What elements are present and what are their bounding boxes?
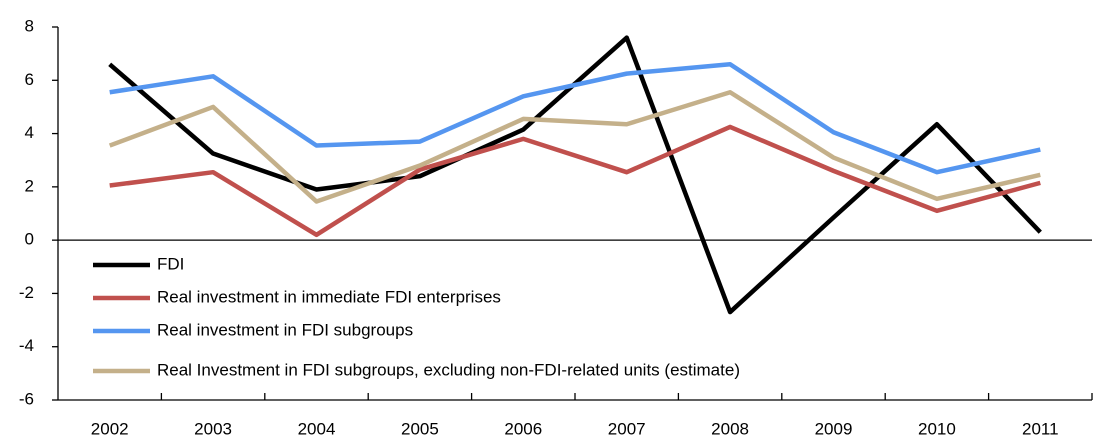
x-tick-label: 2008 bbox=[711, 419, 749, 438]
series-line bbox=[109, 124, 1041, 238]
series-line bbox=[108, 35, 1042, 315]
x-tick-label: 2005 bbox=[401, 419, 439, 438]
x-tick-label: 2007 bbox=[608, 419, 646, 438]
legend-label: Real investment in FDI subgroups bbox=[157, 320, 413, 339]
x-tick-label: 2003 bbox=[194, 419, 232, 438]
y-tick-label: -6 bbox=[19, 389, 34, 408]
series-line bbox=[109, 62, 1041, 175]
y-tick-label: 4 bbox=[25, 123, 34, 142]
y-tick-label: 2 bbox=[25, 176, 34, 195]
x-tick-label: 2006 bbox=[504, 419, 542, 438]
y-tick-label: 6 bbox=[25, 70, 34, 89]
x-tick-label: 2002 bbox=[91, 419, 129, 438]
x-tick-label: 2009 bbox=[815, 419, 853, 438]
y-tick-label: 0 bbox=[25, 230, 34, 249]
x-tick-label: 2010 bbox=[918, 419, 956, 438]
legend-label: Real Investment in FDI subgroups, exclud… bbox=[157, 360, 740, 379]
series-line bbox=[108, 90, 1041, 204]
x-tick-label: 2004 bbox=[298, 419, 336, 438]
x-tick-label: 2011 bbox=[1022, 419, 1059, 438]
legend-label: FDI bbox=[157, 254, 184, 273]
y-tick-label: 8 bbox=[25, 16, 34, 35]
y-tick-label: -4 bbox=[19, 336, 34, 355]
legend-label: Real investment in immediate FDI enterpr… bbox=[157, 287, 501, 306]
y-tick-label: -2 bbox=[19, 283, 34, 302]
